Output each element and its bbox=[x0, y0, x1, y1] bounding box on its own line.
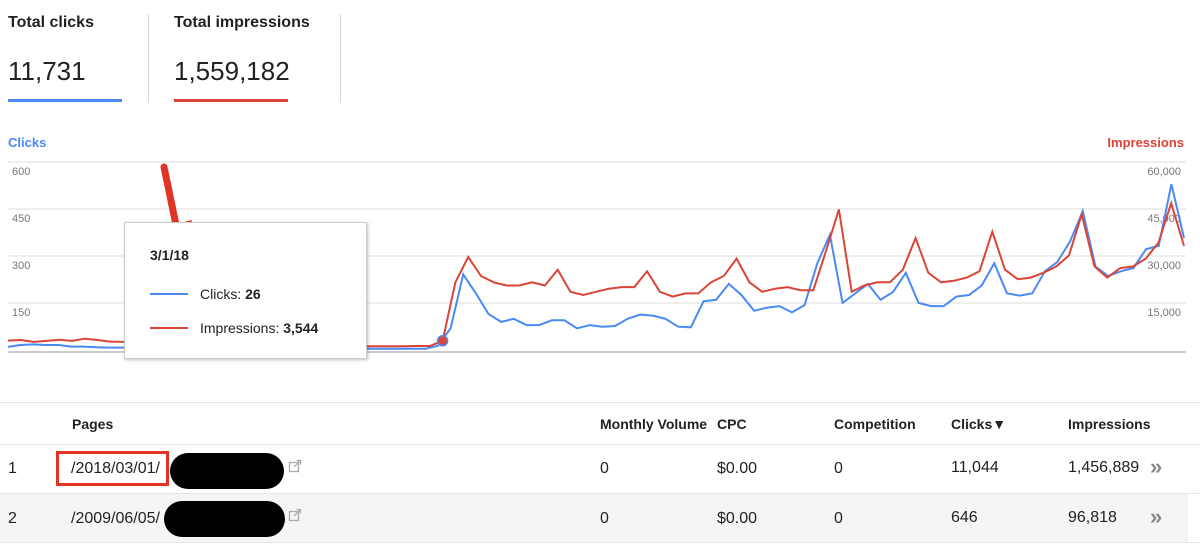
total-impressions-value: 1,559,182 bbox=[174, 56, 290, 86]
clicks-value: 11,044 bbox=[951, 459, 999, 476]
right-tick-label: 15,000 bbox=[1147, 307, 1181, 319]
tooltip-clicks-row: Clicks: 26 bbox=[150, 286, 261, 302]
header-divider bbox=[0, 444, 1200, 445]
right-axis-title: Impressions bbox=[1107, 135, 1184, 150]
page-url-link[interactable]: /2009/06/05/ bbox=[71, 510, 160, 527]
header-clicks-sorted[interactable]: Clicks▼ bbox=[951, 416, 1007, 432]
header-competition[interactable]: Competition bbox=[834, 416, 916, 432]
clicks-value: 646 bbox=[951, 509, 978, 526]
annotation-highlight-box bbox=[56, 451, 169, 486]
tooltip-clicks-label: Clicks: bbox=[200, 286, 246, 302]
hovered-data-point[interactable] bbox=[436, 335, 449, 347]
chart-tooltip: 3/1/18 Clicks: 26 Impressions: 3,544 bbox=[124, 222, 367, 359]
tooltip-clicks-value: 26 bbox=[245, 286, 261, 302]
monthly-volume-value: 0 bbox=[600, 460, 609, 477]
row-expand-chevron-icon[interactable]: » bbox=[1150, 504, 1163, 529]
tooltip-impressions-value: 3,544 bbox=[283, 320, 319, 336]
left-tick-label: 150 bbox=[12, 307, 30, 319]
left-tick-label: 450 bbox=[12, 213, 30, 225]
total-clicks-label: Total clicks bbox=[8, 14, 94, 31]
total-impressions-underline bbox=[174, 99, 288, 102]
row-divider bbox=[0, 493, 1200, 494]
row-index: 2 bbox=[8, 510, 17, 527]
right-tick-label: 60,000 bbox=[1147, 166, 1181, 178]
header-cpc[interactable]: CPC bbox=[717, 416, 747, 432]
total-clicks-underline bbox=[8, 99, 122, 102]
page-url-link[interactable]: /2018/03/01/ bbox=[71, 460, 160, 477]
tooltip-impressions-label: Impressions: bbox=[200, 320, 284, 336]
row-expand-chevron-icon[interactable]: » bbox=[1150, 454, 1163, 479]
row-divider bbox=[0, 542, 1200, 543]
impressions-value: 1,456,889 bbox=[1068, 459, 1140, 476]
cpc-value: $0.00 bbox=[717, 510, 758, 527]
impressions-swatch bbox=[150, 327, 188, 329]
clicks-swatch bbox=[150, 293, 188, 295]
tooltip-impressions-row: Impressions: 3,544 bbox=[150, 320, 318, 336]
tooltip-date: 3/1/18 bbox=[150, 247, 189, 263]
competition-value: 0 bbox=[834, 460, 843, 477]
left-axis-title: Clicks bbox=[8, 135, 46, 150]
left-tick-label: 600 bbox=[12, 166, 30, 178]
total-clicks-value: 11,731 bbox=[8, 56, 86, 86]
table-top-border bbox=[0, 402, 1200, 403]
competition-value: 0 bbox=[834, 510, 843, 527]
external-link-icon[interactable] bbox=[288, 459, 302, 473]
total-impressions-label: Total impressions bbox=[174, 14, 310, 31]
cpc-value: $0.00 bbox=[717, 460, 758, 477]
card-divider bbox=[340, 14, 341, 102]
header-impressions[interactable]: Impressions bbox=[1068, 416, 1151, 432]
total-clicks-card[interactable]: Total clicks 11,731 bbox=[8, 0, 126, 102]
header-pages[interactable]: Pages bbox=[72, 416, 114, 432]
impressions-value: 96,818 bbox=[1068, 509, 1117, 526]
card-divider bbox=[148, 14, 149, 102]
right-tick-label: 30,000 bbox=[1147, 260, 1181, 272]
external-link-icon[interactable] bbox=[288, 508, 302, 522]
redaction-bar bbox=[170, 453, 284, 489]
left-tick-label: 300 bbox=[12, 260, 30, 272]
monthly-volume-value: 0 bbox=[600, 510, 609, 527]
header-monthly-volume[interactable]: Monthly Volume bbox=[600, 416, 708, 432]
redaction-bar bbox=[164, 501, 285, 537]
row-index: 1 bbox=[8, 460, 17, 477]
total-impressions-card[interactable]: Total impressions 1,559,182 bbox=[174, 0, 334, 102]
